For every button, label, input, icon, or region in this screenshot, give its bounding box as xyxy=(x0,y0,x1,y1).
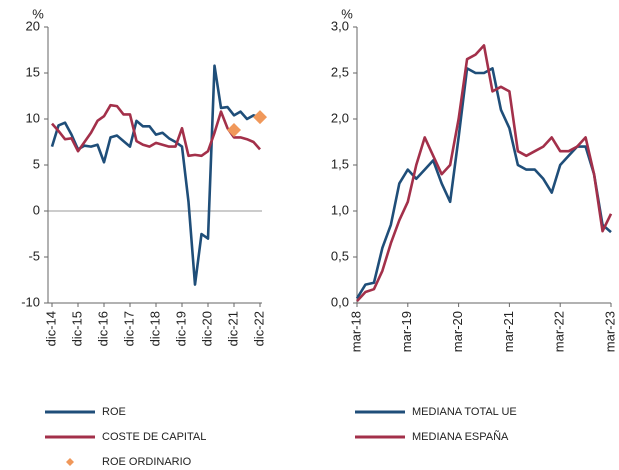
marker xyxy=(227,123,241,138)
y-tick-label: 5 xyxy=(33,156,40,171)
x-tick-label: dic-14 xyxy=(43,311,58,346)
y-tick-label: 2,5 xyxy=(331,64,349,79)
x-tick-label: dic-15 xyxy=(69,311,84,346)
legend-label: ROE ORDINARIO xyxy=(102,456,192,468)
y-tick-label: 2,0 xyxy=(331,110,349,125)
x-tick-label: mar-21 xyxy=(501,311,516,352)
y-tick-label: -10 xyxy=(21,294,40,309)
x-tick-label: dic-19 xyxy=(173,311,188,346)
x-tick-label: dic-18 xyxy=(147,311,162,346)
series-line xyxy=(356,44,613,303)
legend-label: MEDIANA ESPAÑA xyxy=(412,430,509,443)
x-tick-label: dic-21 xyxy=(225,311,240,346)
x-tick-label: mar-18 xyxy=(348,311,363,352)
series-line xyxy=(51,103,261,158)
y-unit: % xyxy=(32,6,44,21)
x-tick-label: mar-20 xyxy=(450,311,465,352)
series-line xyxy=(50,64,261,286)
x-tick-label: dic-17 xyxy=(121,311,136,346)
y-tick-label: 10 xyxy=(26,110,40,125)
y-tick-label: 1,0 xyxy=(331,202,349,217)
y-tick-label: 20 xyxy=(26,18,40,33)
x-tick-label: dic-20 xyxy=(199,311,214,346)
y-tick-label: -5 xyxy=(28,248,40,263)
y-tick-label: 15 xyxy=(26,64,40,79)
y-tick-label: 3,0 xyxy=(331,18,349,33)
y-unit: % xyxy=(341,6,353,21)
x-tick-label: mar-23 xyxy=(602,311,617,352)
x-tick-label: mar-19 xyxy=(399,311,414,352)
series-line xyxy=(355,67,612,300)
legend-label: MEDIANA TOTAL UE xyxy=(412,406,517,418)
y-tick-label: 0,5 xyxy=(331,248,349,263)
y-tick-label: 0,0 xyxy=(331,294,349,309)
x-tick-label: mar-22 xyxy=(552,311,567,352)
legend-label: ROE xyxy=(102,406,126,418)
y-tick-label: 0 xyxy=(33,202,40,217)
legend-label: COSTE DE CAPITAL xyxy=(102,431,206,443)
x-tick-label: dic-22 xyxy=(251,311,266,346)
marker xyxy=(253,110,267,125)
y-tick-label: 1,5 xyxy=(331,156,349,171)
legend-marker xyxy=(66,458,74,466)
x-tick-label: dic-16 xyxy=(95,311,110,346)
